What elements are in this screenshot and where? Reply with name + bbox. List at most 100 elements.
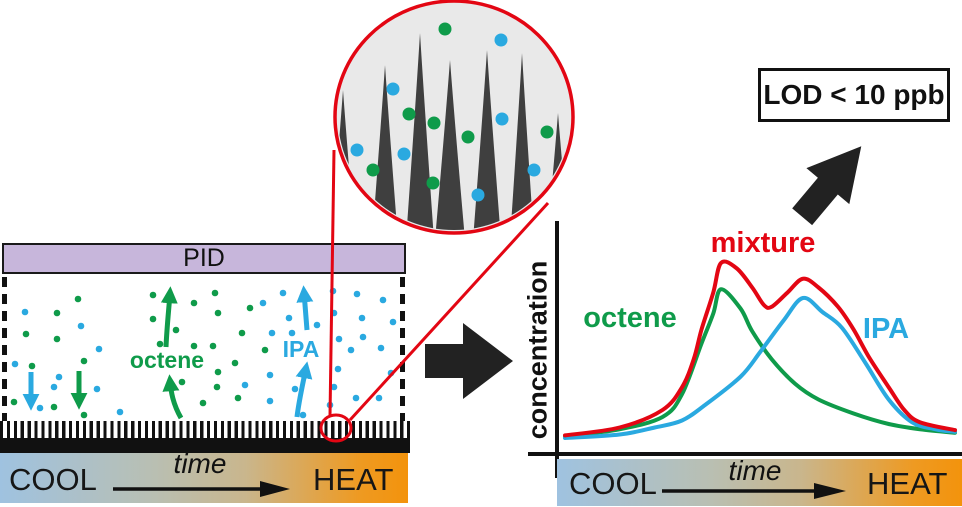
- ipa-curve-label: IPA: [862, 313, 910, 345]
- octene-molecule-dot: [209, 342, 217, 350]
- octene-molecule-dot: [199, 399, 207, 407]
- ipa-molecule-dot: [386, 82, 400, 96]
- microstructure-base: [0, 438, 410, 453]
- temperature-gradient-bar-right: [557, 459, 962, 506]
- mixture-curve: [563, 259, 957, 438]
- octene-molecule-dot: [238, 329, 246, 337]
- mixture-curve-label: mixture: [710, 227, 816, 259]
- ipa-molecule-dot: [93, 385, 101, 393]
- chamber-right-dashed-border: [400, 277, 405, 421]
- octene-molecule-dot: [427, 116, 441, 130]
- octene-molecule-dot: [213, 383, 221, 391]
- ipa-molecule-dot: [299, 411, 307, 419]
- octene-molecule-dot: [540, 125, 554, 139]
- time-label-left: time: [173, 448, 227, 479]
- ipa-molecule-dot: [279, 289, 287, 297]
- ipa-label-chamber: IPA: [282, 336, 320, 362]
- ipa-molecule-dot: [95, 345, 103, 353]
- magnifier-callout-line-left: [328, 149, 336, 417]
- octene-molecule-dot: [10, 398, 18, 406]
- octene-molecule-dot: [426, 176, 440, 190]
- temperature-gradient-bar-left: [0, 453, 408, 503]
- octene-molecule-dot: [234, 394, 242, 402]
- ipa-molecule-dot: [353, 290, 361, 298]
- octene-molecule-dot: [149, 291, 157, 299]
- octene-molecule-dot: [50, 403, 58, 411]
- ipa-molecule-dot: [259, 299, 267, 307]
- cool-label-left: COOL: [9, 462, 97, 497]
- nanostructure-spike: [510, 53, 534, 230]
- octene-molecule-dot: [438, 22, 452, 36]
- lens-ipa-molecule-dots: [350, 33, 541, 202]
- octene-molecule-dot: [402, 107, 416, 121]
- nanostructure-spike: [435, 60, 465, 230]
- cool-label-right: COOL: [569, 466, 657, 501]
- octene-label-chamber: octene: [129, 347, 205, 373]
- ipa-molecule-dot: [495, 112, 509, 126]
- chamber-left-dashed-border: [2, 277, 7, 421]
- ipa-molecule-dot: [350, 143, 364, 157]
- time-label-right: time: [728, 455, 782, 486]
- ipa-molecule-dot: [347, 346, 355, 354]
- octene-molecule-dot: [190, 299, 198, 307]
- ipa-molecule-dot: [397, 147, 411, 161]
- ipa-molecule-dot: [375, 394, 383, 402]
- lod-label: LOD < 10 ppb: [763, 79, 945, 110]
- ipa-molecule-dot: [50, 383, 58, 391]
- octene-up-arrow-small-icon: [162, 374, 184, 420]
- ipa-molecule-dot: [359, 333, 367, 341]
- nanostructure-spike: [473, 50, 501, 230]
- ipa-up-arrow-small-icon: [294, 361, 313, 418]
- ipa-molecule-dot: [358, 314, 366, 322]
- magnifier-circle: [333, 0, 575, 235]
- octene-molecule-dot: [214, 368, 222, 376]
- octene-molecule-dot: [461, 130, 475, 144]
- ipa-molecule-dot: [377, 344, 385, 352]
- process-arrow-icon: [425, 323, 513, 399]
- nanostructure-spike: [406, 33, 434, 230]
- ipa-molecule-dot: [266, 397, 274, 405]
- y-axis-line: [555, 221, 559, 478]
- octene-up-arrow-icon: [160, 286, 178, 348]
- octene-molecule-dot: [53, 309, 61, 317]
- ipa-molecule-dot: [241, 381, 249, 389]
- ipa-molecule-dot: [268, 329, 276, 337]
- octene-molecule-dot: [178, 378, 186, 386]
- pid-label: PID: [183, 244, 225, 272]
- octene-molecule-dot: [246, 304, 254, 312]
- heat-label-left: HEAT: [313, 462, 394, 497]
- ipa-up-arrow-icon: [296, 285, 314, 331]
- octene-molecule-dot: [172, 326, 180, 334]
- ipa-molecule-dot: [329, 287, 337, 295]
- ipa-molecule-dot: [266, 371, 274, 379]
- octene-molecule-dot: [53, 335, 61, 343]
- ipa-molecule-dot: [494, 33, 508, 47]
- octene-molecule-dot: [366, 163, 380, 177]
- lod-arrow-icon: [792, 146, 862, 226]
- ipa-molecule-dot: [352, 394, 360, 402]
- ipa-molecule-dot: [313, 321, 321, 329]
- microstructure-comb: [0, 421, 410, 438]
- octene-molecule-dot: [261, 346, 269, 354]
- octene-molecule-dot: [80, 411, 88, 419]
- ipa-molecule-dot: [21, 308, 29, 316]
- lod-box: LOD < 10 ppb: [758, 68, 950, 122]
- nanostructure-spike: [338, 90, 355, 230]
- octene-molecule-dot: [231, 359, 239, 367]
- octene-molecule-dot: [74, 295, 82, 303]
- ipa-molecule-dot: [471, 188, 485, 202]
- ipa-molecule-dot: [389, 318, 397, 326]
- nanostructure-spike: [372, 65, 398, 230]
- ipa-molecule-dot: [334, 365, 342, 373]
- pid-detector-bar: PID: [2, 243, 406, 274]
- ipa-molecule-dot: [379, 296, 387, 304]
- octene-molecule-dot: [149, 315, 157, 323]
- octene-molecule-dot: [80, 357, 88, 365]
- lens-octene-molecule-dots: [366, 22, 554, 190]
- x-axis-line: [528, 452, 962, 456]
- ipa-molecule-dot: [330, 309, 338, 317]
- octene-molecule-dot: [214, 309, 222, 317]
- ipa-molecule-dot: [116, 408, 124, 416]
- ipa-molecule-dot: [326, 401, 334, 409]
